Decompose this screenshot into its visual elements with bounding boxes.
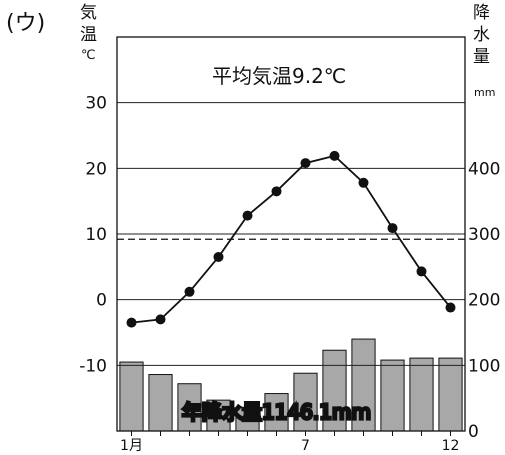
x-tick-label: 7 bbox=[301, 438, 310, 454]
temperature-tick-label: 30 bbox=[85, 94, 107, 114]
grid-lines bbox=[117, 102, 465, 366]
temperature-point bbox=[184, 286, 195, 297]
temperature-point bbox=[300, 158, 311, 169]
temperature-point bbox=[445, 302, 456, 313]
temperature-point bbox=[358, 177, 369, 188]
precipitation-bars bbox=[119, 338, 463, 432]
annual-precipitation-annotation: 年降水量1146.1mm bbox=[182, 400, 371, 424]
temperature-tick-label: -10 bbox=[79, 356, 107, 376]
average-temperature-annotation: 平均気温9.2℃ bbox=[212, 64, 346, 88]
precipitation-tick-label: 200 bbox=[468, 291, 500, 311]
temperature-point bbox=[155, 314, 166, 325]
precipitation-bar bbox=[438, 357, 463, 432]
precipitation-tick-label: 100 bbox=[468, 356, 500, 376]
temperature-point bbox=[387, 223, 398, 234]
x-tick-label: 12 bbox=[442, 438, 460, 454]
temperature-tick-label: 20 bbox=[85, 159, 107, 179]
temperature-point bbox=[271, 186, 282, 197]
panel-label: (ウ) bbox=[6, 11, 45, 36]
precipitation-tick-label: 400 bbox=[468, 159, 500, 179]
precipitation-bar bbox=[148, 374, 173, 432]
temperature-line bbox=[131, 154, 452, 324]
temperature-series bbox=[126, 150, 456, 328]
left-axis-label-2: 温 bbox=[80, 25, 97, 45]
temperature-tick-label: 10 bbox=[85, 225, 107, 245]
right-axis-label-3: 量 bbox=[473, 47, 490, 67]
right-axis-label-1: 降 bbox=[473, 3, 490, 23]
temperature-point bbox=[416, 266, 427, 277]
x-tick-label: 1月 bbox=[120, 438, 143, 454]
plot-frame bbox=[116, 36, 466, 432]
temperature-tick-label: 0 bbox=[96, 291, 107, 311]
precipitation-bar bbox=[409, 357, 434, 432]
precipitation-bar bbox=[119, 361, 144, 432]
left-axis-label-3: ℃ bbox=[81, 48, 96, 63]
right-axis-label-4: mm bbox=[474, 86, 495, 99]
precipitation-tick-label: 0 bbox=[468, 422, 479, 442]
precipitation-tick-label: 300 bbox=[468, 225, 500, 245]
left-axis-label-1: 気 bbox=[80, 3, 97, 23]
right-axis-label-2: 水 bbox=[473, 25, 490, 45]
temperature-point bbox=[213, 251, 224, 262]
temperature-point bbox=[242, 210, 253, 221]
temperature-point bbox=[126, 317, 137, 328]
temperature-point bbox=[329, 150, 340, 161]
precipitation-bar bbox=[380, 359, 405, 432]
